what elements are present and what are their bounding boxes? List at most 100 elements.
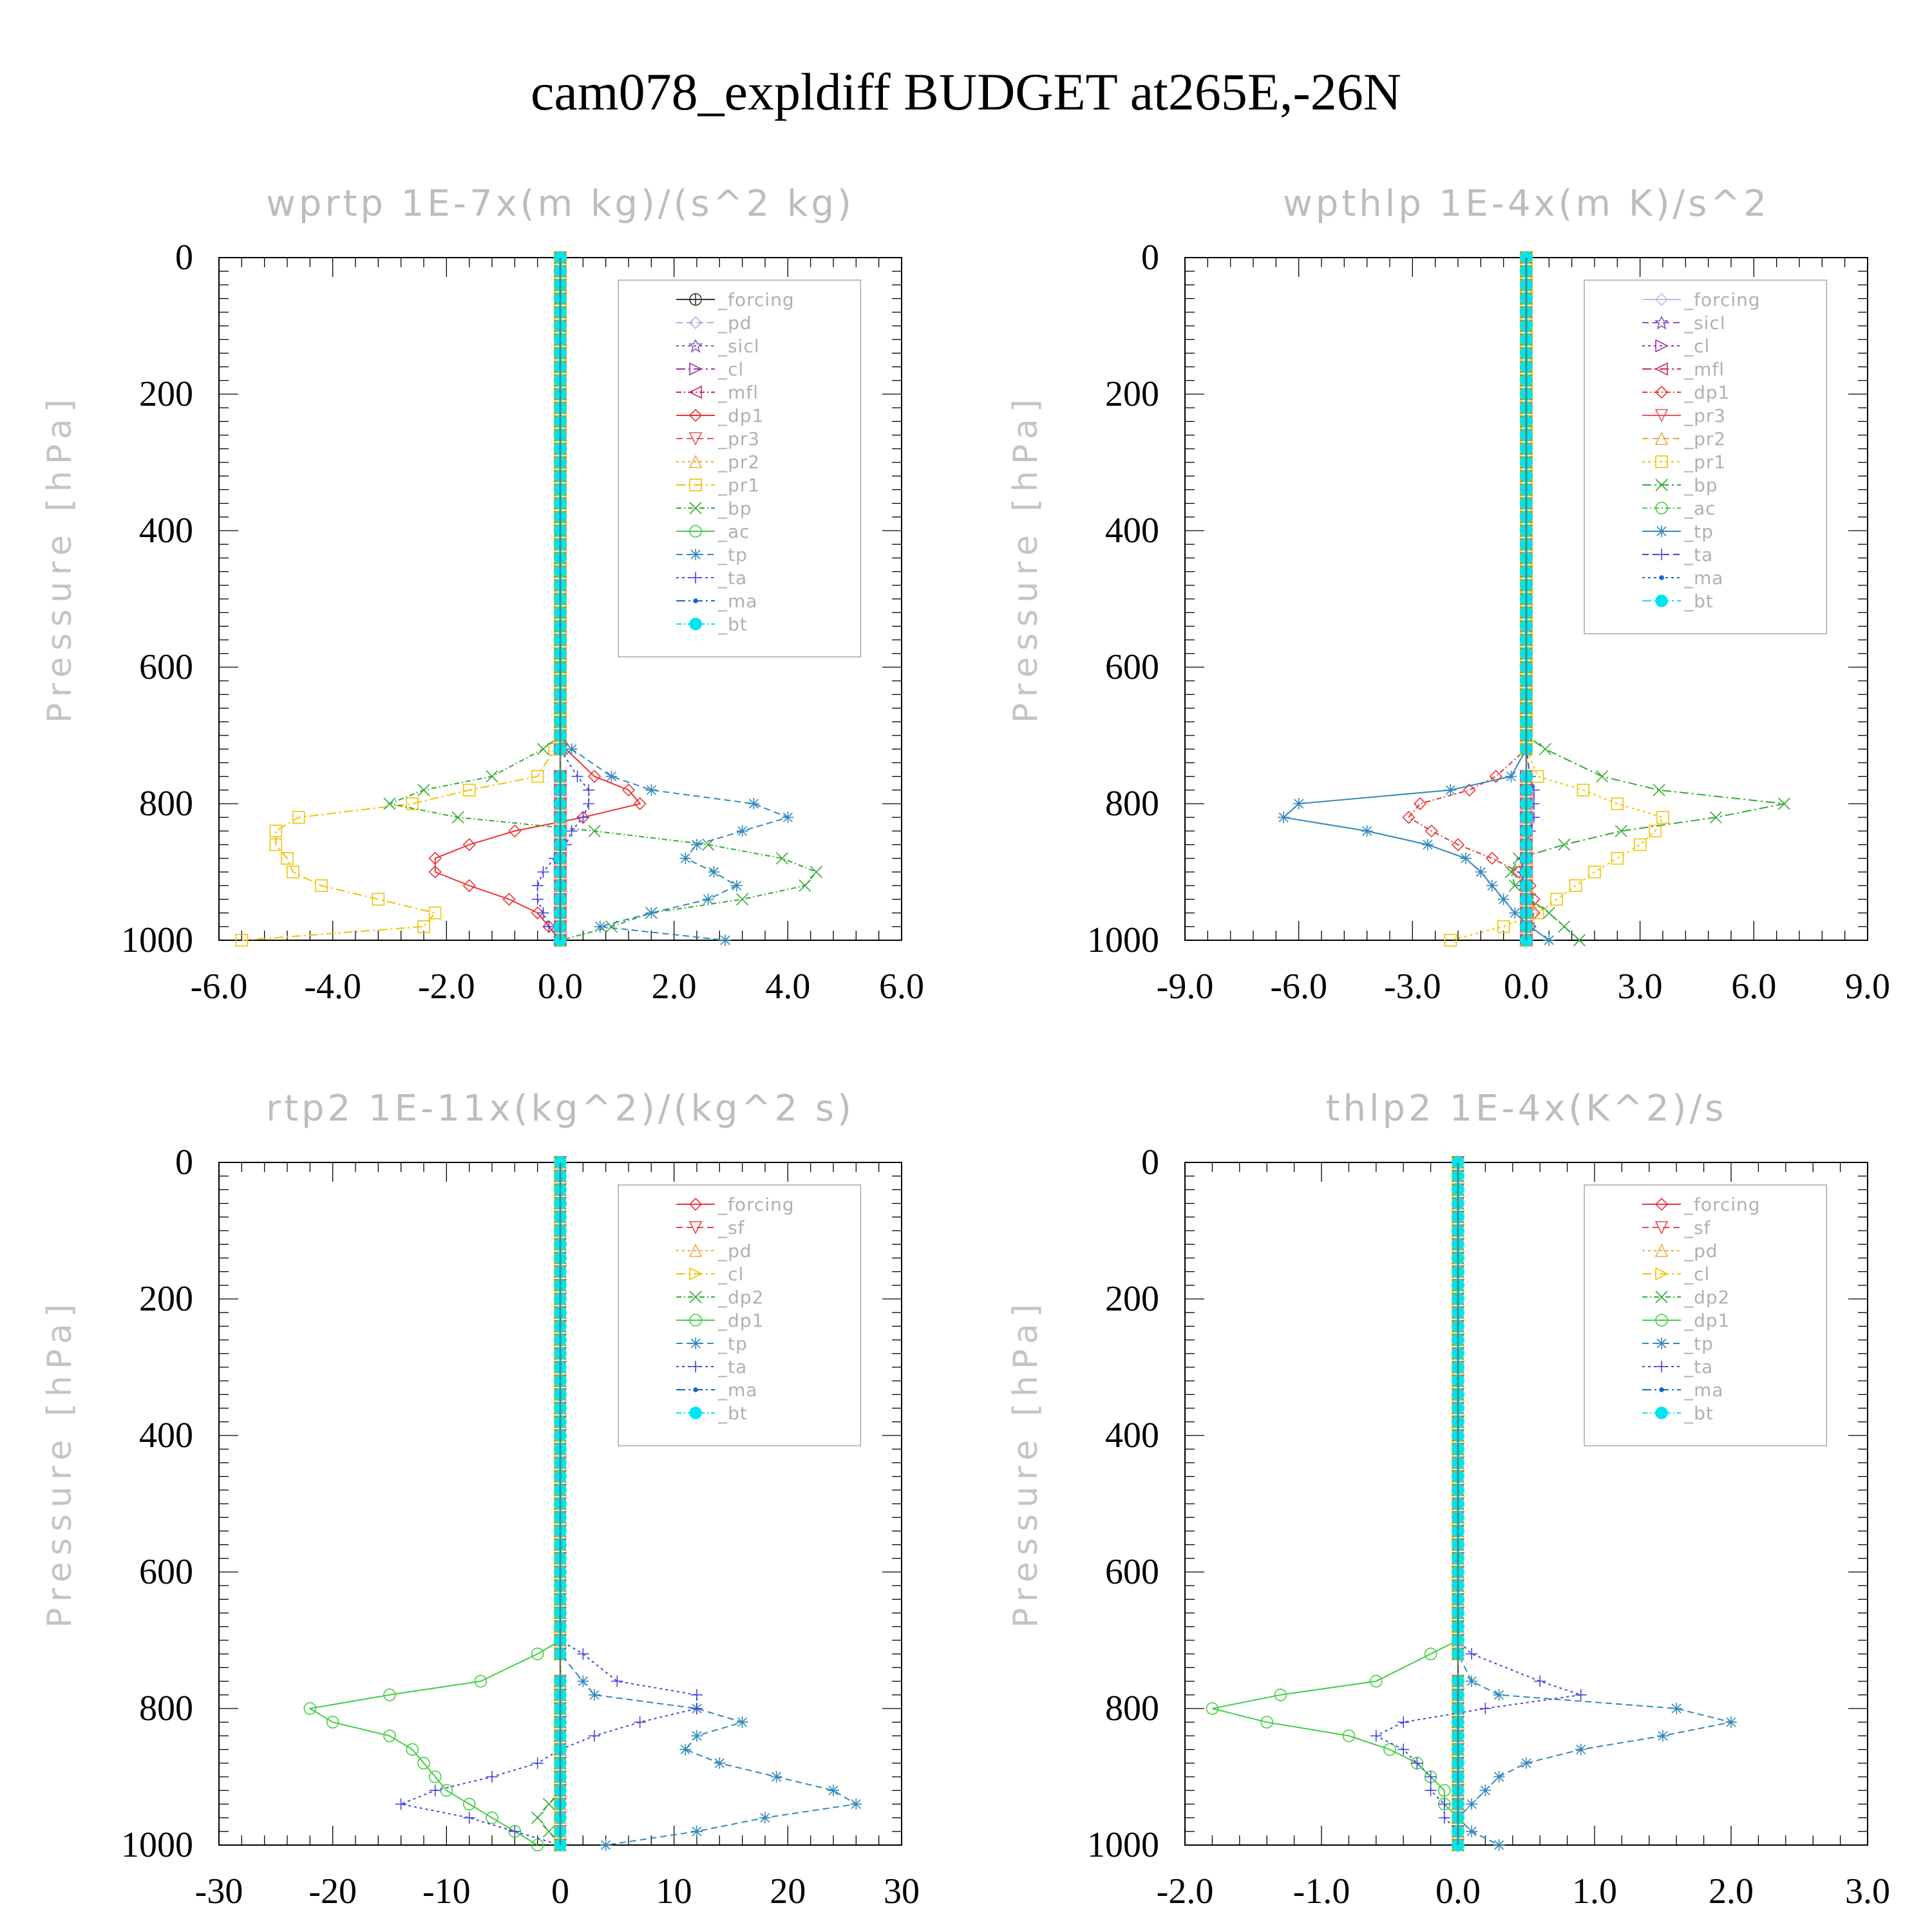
data-point	[565, 743, 578, 755]
data-point	[587, 770, 601, 783]
legend-marker	[1655, 594, 1668, 607]
series-line	[1374, 1162, 1582, 1845]
legend-label: _tp	[1683, 1333, 1714, 1354]
data-point	[1278, 811, 1290, 824]
y-tick-label: 600	[139, 1552, 193, 1592]
data-point	[1611, 852, 1624, 865]
x-tick-label: 2.0	[652, 967, 697, 1007]
series-line	[1282, 258, 1549, 941]
data-point	[645, 784, 658, 796]
minor-ticks	[1184, 257, 1868, 941]
data-point	[634, 1716, 646, 1728]
legend-label: _pd	[717, 312, 752, 334]
legend-label: _ma	[1683, 1379, 1723, 1401]
data-point	[1383, 1743, 1396, 1756]
legend-label: _ac	[1683, 498, 1716, 519]
legend-item: _ma	[676, 591, 757, 612]
data-point	[406, 1743, 419, 1756]
data-point	[691, 1730, 703, 1742]
legend-label: _bp	[717, 498, 752, 519]
legend-item: _tp	[676, 1333, 748, 1354]
legend-label: _forcing	[1683, 1194, 1761, 1215]
legend-marker	[1655, 339, 1669, 353]
legend-label: _sicl	[1683, 312, 1726, 334]
legend-item: _bp	[676, 498, 752, 519]
data-point	[565, 825, 578, 837]
data-point	[428, 851, 442, 865]
legend-box	[1584, 1184, 1828, 1446]
data-point	[281, 852, 294, 865]
legend-item: _ta	[1642, 1356, 1712, 1378]
legend-label: _ma	[717, 1379, 757, 1401]
data-point	[428, 906, 442, 920]
x-tick-label: 1.0	[1572, 1871, 1617, 1911]
legend-item: _dp1	[1642, 1310, 1729, 1331]
data-point	[531, 906, 544, 920]
legend-label: _dp1	[717, 1310, 764, 1331]
series-dp1	[1402, 251, 1540, 947]
legend-item: _pr3	[1642, 405, 1725, 426]
legend-item: _ta	[1642, 544, 1712, 565]
legend-item: _sicl	[676, 336, 759, 357]
data-point	[1725, 1716, 1737, 1728]
x-tick-label: 6.0	[1731, 967, 1776, 1007]
legend-item: _pr1	[676, 475, 759, 496]
data-point	[462, 838, 476, 851]
y-axis-label: Pressure [hPa]	[41, 393, 79, 723]
legend-item: _dp2	[1642, 1287, 1729, 1308]
data-point	[1425, 1771, 1437, 1783]
legend-marker	[1654, 316, 1669, 330]
data-point	[406, 797, 419, 810]
legend-marker	[1654, 1244, 1669, 1257]
data-point	[775, 852, 789, 865]
data-point	[708, 866, 720, 878]
y-tick-label: 0	[1141, 238, 1159, 278]
legend-label: _tp	[717, 1333, 748, 1354]
legend-item: _dp2	[676, 1287, 763, 1308]
data-point	[1671, 1703, 1683, 1714]
legend-marker	[689, 1291, 702, 1303]
data-point	[1577, 784, 1590, 797]
chart-panel: wprtp 1E-7x(m kg)/(s^2 kg) Pressure [hPa]…	[41, 183, 924, 1007]
legend-label: _ma	[717, 591, 757, 612]
legend-item: _sicl	[1642, 312, 1726, 334]
data-point	[428, 1770, 442, 1783]
legend-item: _pr2	[1642, 428, 1725, 450]
legend: _forcing_sf_pd_cl_dp2_dp1_tp_ta_ma_bt	[618, 1184, 862, 1446]
legend-marker	[690, 1361, 702, 1372]
data-point	[536, 743, 550, 755]
data-point	[303, 1702, 317, 1715]
legend-label: _dp1	[1683, 382, 1730, 403]
data-point	[571, 770, 583, 782]
data-point	[1466, 1648, 1478, 1660]
data-point	[486, 770, 498, 783]
legend-marker	[1654, 409, 1669, 422]
y-tick-label: 0	[175, 1142, 193, 1182]
legend-item: _forcing	[1642, 1194, 1761, 1215]
data-point	[589, 1689, 600, 1701]
series-pr1	[235, 251, 567, 947]
marker-cross	[690, 294, 702, 305]
data-point	[1459, 852, 1472, 864]
data-point	[462, 879, 476, 893]
legend-item: _bp	[1642, 475, 1718, 496]
y-tick-label: 600	[139, 647, 193, 687]
legend-label: _sf	[717, 1217, 745, 1238]
x-tick-label: 0	[551, 1871, 569, 1911]
x-tick-label: 9.0	[1845, 967, 1890, 1007]
data-point	[691, 1689, 703, 1701]
legend-marker	[1655, 1406, 1668, 1419]
data-point	[1588, 866, 1601, 878]
series-tp	[1278, 252, 1555, 946]
legend: _forcing_sf_pd_cl_dp2_dp1_tp_ta_ma_bt	[1584, 1184, 1828, 1446]
data-point	[1479, 1703, 1492, 1714]
legend-item: _pr2	[676, 451, 759, 473]
legend-marker	[690, 1338, 702, 1349]
data-point	[702, 838, 715, 851]
data-point	[702, 893, 714, 905]
data-point	[486, 1771, 498, 1783]
legend-label: _ac	[717, 521, 750, 542]
legend-label: _dp1	[717, 405, 764, 426]
data-point	[462, 784, 476, 797]
